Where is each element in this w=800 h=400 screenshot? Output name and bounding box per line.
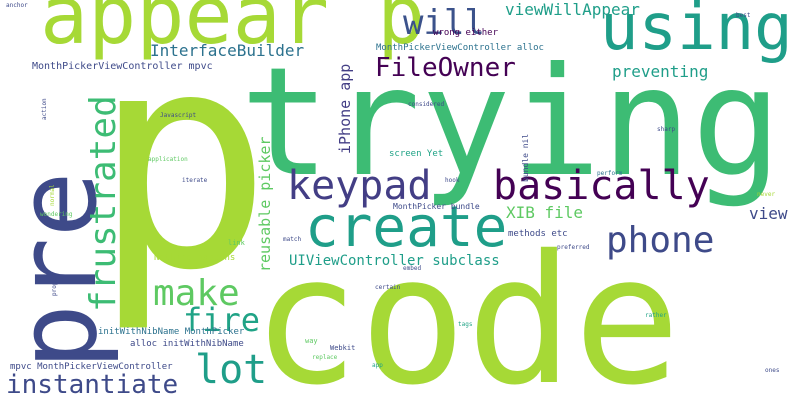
word-uiviewcontroller-subclass: UIViewController subclass	[289, 253, 500, 269]
word-initwithnibname-monthpicker: initWithNibName MonthPicker	[98, 327, 245, 337]
word-never: never	[757, 191, 776, 198]
word-rather: rather	[645, 312, 667, 319]
word-iterate: iterate	[182, 177, 208, 184]
word-normal: normal	[49, 184, 56, 206]
word-preventing: preventing	[612, 62, 709, 81]
word-make: make	[153, 273, 240, 314]
word-interfacebuilder: InterfaceBuilder	[150, 41, 305, 60]
word-certain: certain	[375, 284, 401, 291]
word-sharp: sharp	[657, 126, 676, 133]
word-will: will	[403, 3, 485, 43]
word-replace: replace	[312, 354, 338, 361]
word-fileowner: FileOwner	[375, 53, 516, 83]
word-keypad: keypad	[287, 163, 432, 209]
word-phone: phone	[606, 220, 715, 261]
word-screen-yet: screen Yet	[389, 149, 444, 159]
word-iphone-app: iPhone app	[336, 63, 354, 154]
word-perform: perform	[597, 170, 623, 177]
word-code: code	[252, 217, 681, 400]
word-viewwillappear: viewWillAppear	[505, 0, 640, 19]
word-considered: considered	[408, 101, 445, 108]
word-wondering: wondering	[40, 211, 73, 218]
word-embed: embed	[403, 265, 422, 272]
word-methods-etc: methods etc	[508, 229, 568, 239]
word-best: best	[736, 12, 751, 19]
word-using: using	[600, 0, 793, 65]
word-basically: basically	[493, 163, 710, 209]
word-application: application	[148, 156, 188, 163]
word-p: p	[92, 0, 273, 336]
word-preferred: preferred	[557, 244, 590, 251]
word-mpvc-alloc: MonthPickerViewController alloc	[376, 43, 544, 53]
word-nothing-happens: Nothing happens	[154, 253, 236, 263]
word-match: match	[283, 236, 302, 243]
word-lot: lot	[195, 347, 268, 393]
word-frustrated: frustrated	[83, 95, 124, 312]
word-app: app	[372, 362, 383, 369]
word-proper: proper	[51, 274, 58, 296]
word-xib-file: XIB file	[506, 203, 584, 222]
word-webkit: Webkit	[330, 344, 356, 352]
word-way: way	[305, 337, 318, 345]
word-link: link	[228, 239, 245, 247]
word-ones: ones	[765, 367, 780, 374]
word-trying: trying	[240, 36, 782, 210]
word-monthpicker-bundle: MonthPicker bundle	[393, 202, 480, 211]
word-create: create	[305, 195, 508, 260]
word-tags: tags	[458, 321, 473, 328]
word-action: action	[41, 98, 48, 120]
word-appear: appear p	[40, 0, 426, 62]
word-mpvc-top: MonthPickerViewController mpvc	[32, 61, 213, 72]
word-view: view	[749, 204, 788, 223]
word-reusable-picker: reusable picker	[256, 136, 274, 272]
word-alloc-initwithnibname: alloc initWithNibName	[130, 339, 244, 349]
word-anchor: anchor	[6, 2, 28, 9]
word-bundle-nil: bundle nil	[521, 133, 530, 182]
word-javascript: Javascript	[160, 112, 197, 119]
word-instantiate: instantiate	[6, 370, 179, 400]
word-hook: hook	[445, 177, 460, 184]
word-wrong-either: wrong either	[433, 28, 499, 38]
word-fire: fire	[183, 301, 261, 339]
word-mpvc-bottom: mpvc MonthPickerViewController	[10, 362, 173, 372]
